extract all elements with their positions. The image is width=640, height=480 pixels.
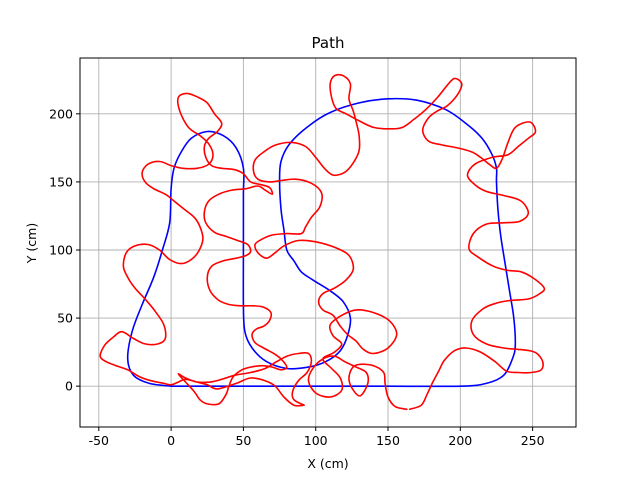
y-tick-label: 200 [49,106,73,121]
x-tick-label: 100 [304,433,328,448]
x-tick-label: -50 [89,433,109,448]
y-axis-label: Y (cm) [24,223,39,264]
y-tick-label: 50 [57,311,73,326]
x-tick-label: 0 [167,433,175,448]
series-line-1 [126,97,517,388]
y-tick-label: 150 [49,174,73,189]
y-tick-label: 0 [65,379,73,394]
x-axis-label: X (cm) [307,456,348,471]
plot-frame [79,57,577,428]
x-tick-label: 250 [521,433,545,448]
x-tick-label: 200 [448,433,472,448]
series-layer [99,73,546,411]
x-tick-label: 50 [235,433,251,448]
series-line-2 [252,73,546,411]
chart-title: Path [312,34,345,52]
x-tick-label: 150 [376,433,400,448]
y-tick-label: 100 [49,242,73,257]
series-line-3 [99,92,313,407]
axis-ticks: -50 0 50 100 150 200 250 0 50 100 150 200 [49,106,544,448]
